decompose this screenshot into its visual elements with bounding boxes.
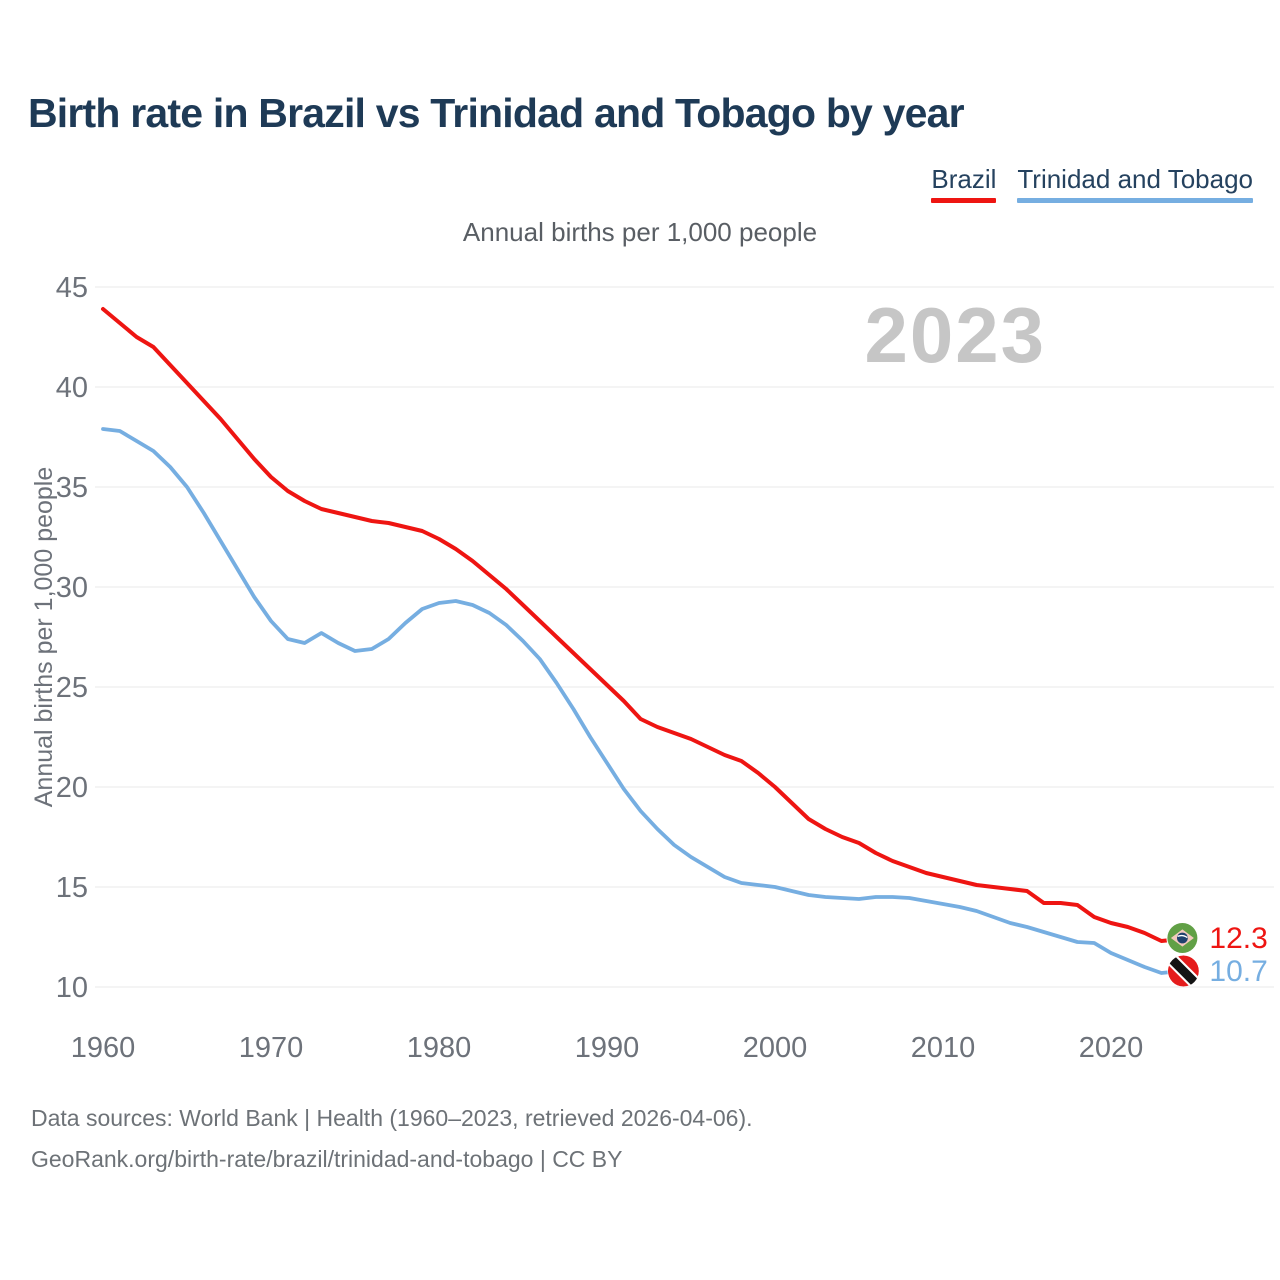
legend: Brazil Trinidad and Tobago	[931, 164, 1253, 203]
trinidad-end-value-label: 10.7	[1209, 955, 1267, 988]
legend-item-trinidad[interactable]: Trinidad and Tobago	[1017, 164, 1253, 203]
legend-label-trinidad: Trinidad and Tobago	[1017, 164, 1253, 194]
legend-item-brazil[interactable]: Brazil	[931, 164, 997, 203]
chart-subtitle: Annual births per 1,000 people	[462, 217, 818, 247]
legend-underline-brazil	[931, 198, 997, 203]
x-tick-label: 1970	[239, 1032, 304, 1064]
y-tick-label: 30	[56, 572, 88, 604]
footer: Data sources: World Bank | Health (1960–…	[31, 1098, 753, 1180]
year-watermark: 2023	[864, 291, 1046, 379]
legend-label-brazil: Brazil	[931, 164, 997, 194]
x-tick-label: 2020	[1079, 1032, 1144, 1064]
legend-underline-trinidad	[1017, 198, 1253, 203]
series-lines	[101, 307, 1184, 975]
x-tick-label: 1960	[71, 1032, 136, 1064]
y-tick-label: 20	[56, 772, 88, 804]
brazil-flag-icon	[1166, 922, 1199, 954]
x-axis-tick-labels: 1960 1970 1980 1990 2000 2010 2020	[71, 1032, 1144, 1064]
brazil-end-value-label: 12.3	[1209, 922, 1267, 955]
page-title: Birth rate in Brazil vs Trinidad and Tob…	[28, 90, 965, 136]
y-axis-title: Annual births per 1,000 people	[30, 467, 58, 808]
x-tick-label: 1990	[575, 1032, 640, 1064]
y-tick-label: 25	[56, 672, 88, 704]
y-tick-label: 35	[56, 472, 88, 504]
y-axis-tick-labels: 45 40 35 30 25 20 15 10	[56, 272, 88, 1004]
x-tick-label: 2000	[743, 1032, 808, 1064]
y-tick-label: 15	[56, 872, 88, 904]
y-tick-label: 10	[56, 972, 88, 1004]
series-line-brazil	[101, 307, 1184, 943]
y-tick-label: 45	[56, 272, 88, 304]
x-tick-label: 2010	[911, 1032, 976, 1064]
footer-attribution-link[interactable]: GeoRank.org/birth-rate/brazil/trinidad-a…	[31, 1146, 623, 1172]
x-tick-label: 1980	[407, 1032, 472, 1064]
gridlines	[95, 286, 1274, 988]
series-line-trinidad	[101, 427, 1184, 975]
trinidad-and-tobago-flag-icon	[1167, 955, 1200, 987]
footer-data-sources: Data sources: World Bank | Health (1960–…	[31, 1105, 753, 1131]
y-tick-label: 40	[56, 372, 88, 404]
